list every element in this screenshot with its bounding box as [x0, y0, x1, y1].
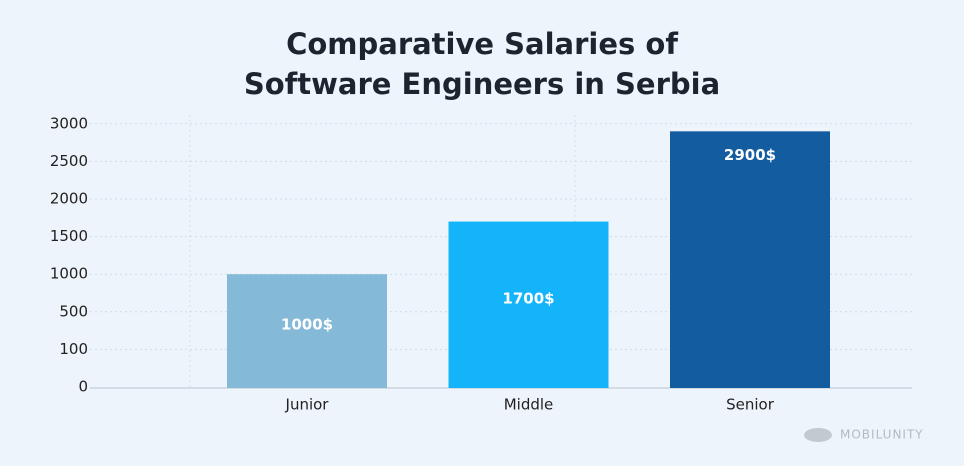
y-tick-label: 100 [59, 340, 88, 358]
y-tick-label: 2000 [50, 190, 88, 208]
y-tick-label: 3000 [50, 114, 88, 132]
bar-value-label: 2900$ [724, 146, 776, 164]
bar-value-label: 1700$ [502, 289, 554, 307]
x-tick-label: Junior [285, 396, 330, 414]
y-tick-label: 1500 [50, 227, 88, 245]
x-tick-label: Senior [726, 396, 775, 414]
x-tick-label: Middle [504, 396, 554, 414]
bar [227, 274, 387, 388]
bar-value-label: 1000$ [281, 316, 333, 334]
y-tick-label: 1000 [50, 265, 88, 283]
logo [804, 428, 832, 442]
watermark: MOBILUNITY [840, 428, 924, 442]
chart-title: Comparative Salaries of Software Enginee… [243, 27, 721, 101]
y-tick-label: 2500 [50, 152, 88, 170]
y-tick-label: 0 [78, 378, 88, 396]
bar [448, 221, 609, 388]
y-tick-label: 500 [59, 302, 88, 320]
bar [670, 131, 830, 388]
